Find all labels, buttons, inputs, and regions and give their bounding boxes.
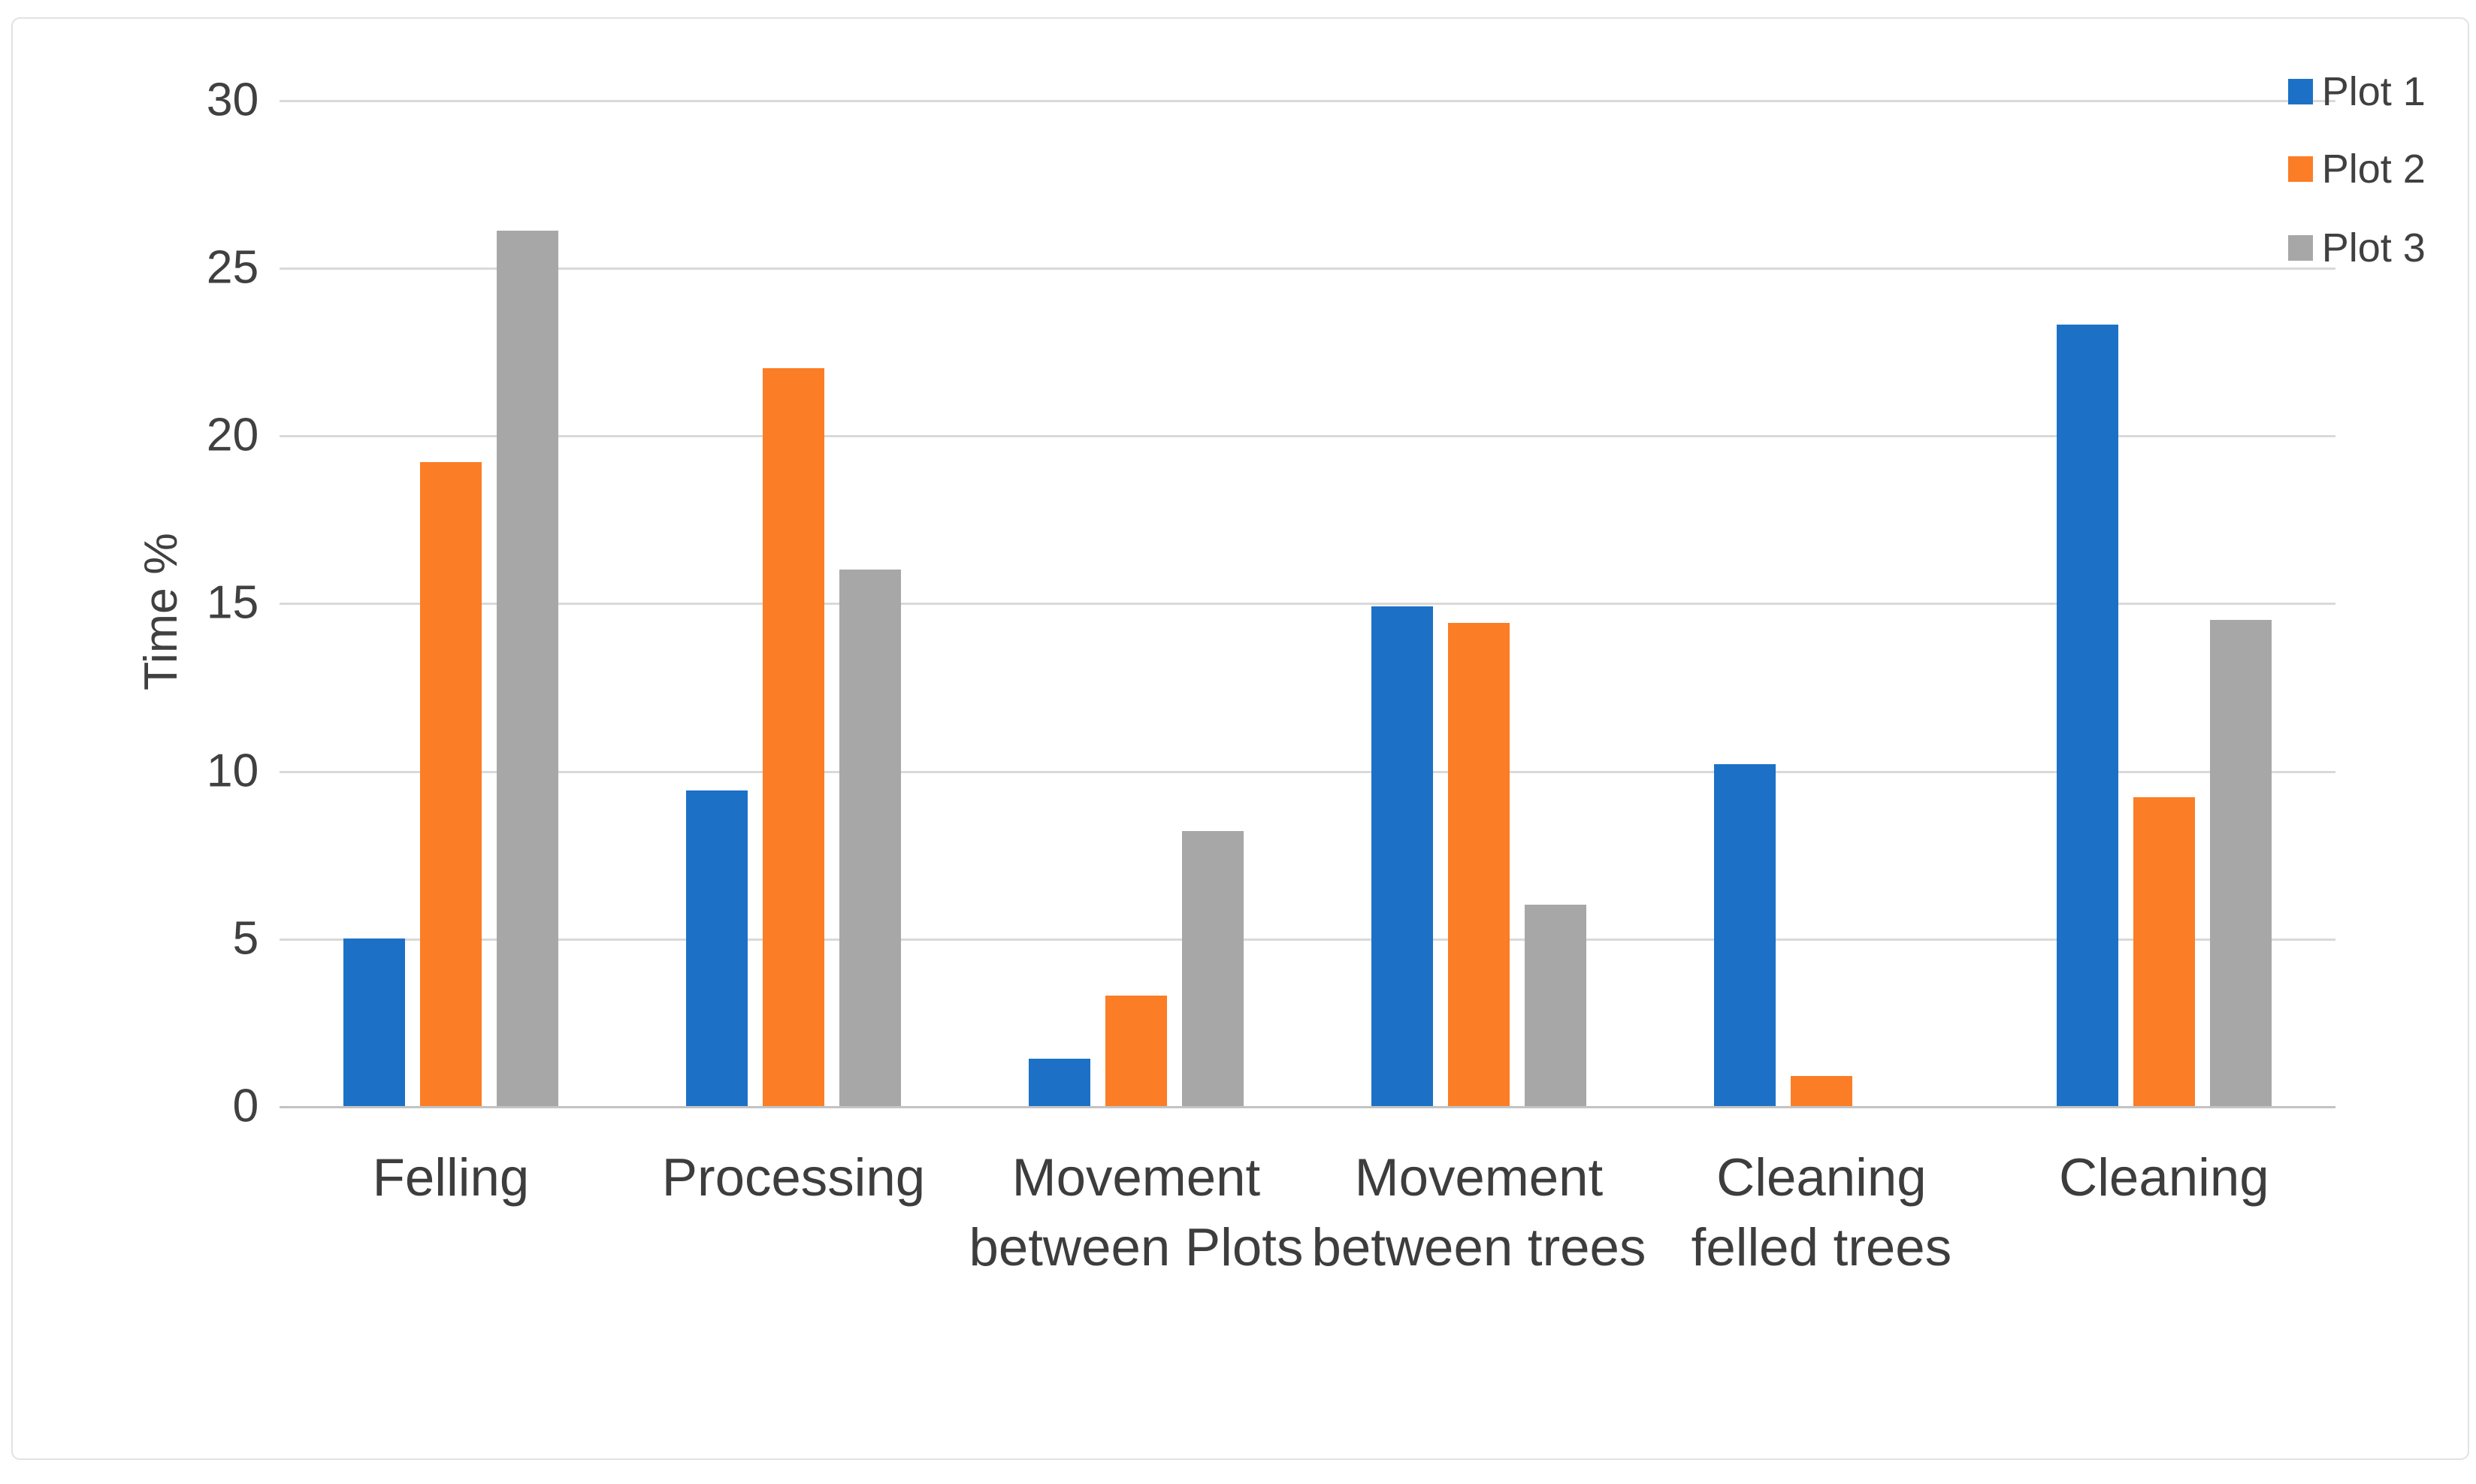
y-tick-label-5: 5 [232,911,259,965]
legend-swatch-plot-3 [2287,235,2314,261]
x-category-label-movement-between-trees: Movement between trees [1311,1147,1646,1278]
bar-plot-1-cleaning[interactable] [2057,324,2119,1106]
x-category-label-felling: Felling [372,1147,530,1207]
bar-plot-2-processing[interactable] [762,368,824,1106]
y-tick-label-30: 30 [206,73,259,126]
legend-item-plot-2[interactable]: Plot 2 [2287,146,2426,192]
x-category-label-movement-between-plots: Movement between Plots [969,1147,1304,1278]
bar-plot-2-movement-between-trees[interactable] [1447,623,1510,1106]
y-tick-label-25: 25 [206,240,259,294]
x-category-label-cleaning-felled-trees: Cleaning felled trees [1691,1147,1952,1278]
bar-plot-1-movement-between-trees[interactable] [1371,606,1434,1106]
bar-plot-3-processing[interactable] [839,569,901,1106]
chart-frame-border [11,17,2469,1461]
legend-swatch-plot-1 [2287,79,2314,104]
bar-plot-3-movement-between-trees[interactable] [1524,905,1586,1106]
bar-plot-1-processing[interactable] [686,790,748,1106]
bar-plot-3-cleaning[interactable] [2209,619,2272,1106]
gridline-y-10 [280,770,2335,773]
x-category-label-processing: Processing [661,1147,926,1207]
bar-plot-3-movement-between-plots[interactable] [1181,830,1244,1106]
bar-plot-3-felling[interactable] [496,230,558,1106]
gridline-y-30 [280,99,2335,102]
bar-plot-1-cleaning-felled-trees[interactable] [1714,763,1776,1106]
x-axis-baseline [280,1105,2335,1108]
bar-plot-1-felling[interactable] [343,938,406,1106]
y-tick-label-0: 0 [232,1079,259,1132]
legend-label-plot-3: Plot 3 [2321,225,2426,271]
bar-plot-1-movement-between-plots[interactable] [1029,1059,1091,1106]
bar-plot-2-cleaning[interactable] [2133,797,2195,1106]
legend-label-plot-1: Plot 1 [2321,69,2426,115]
bar-plot-2-cleaning-felled-trees[interactable] [1790,1075,1852,1106]
y-tick-label-15: 15 [206,576,259,630]
y-tick-label-20: 20 [206,408,259,461]
gridline-y-20 [280,435,2335,438]
gridline-y-25 [280,267,2335,271]
bar-plot-2-movement-between-plots[interactable] [1105,995,1167,1106]
legend-item-plot-1[interactable]: Plot 1 [2287,69,2426,115]
bar-plot-2-felling[interactable] [419,461,482,1106]
gridline-y-5 [280,938,2335,941]
gridline-y-15 [280,603,2335,606]
legend-swatch-plot-2 [2287,156,2314,182]
legend-item-plot-3[interactable]: Plot 3 [2287,225,2426,271]
x-category-label-cleaning: Cleaning [2059,1147,2269,1207]
legend-label-plot-2: Plot 2 [2321,146,2426,192]
y-tick-label-10: 10 [206,744,259,797]
